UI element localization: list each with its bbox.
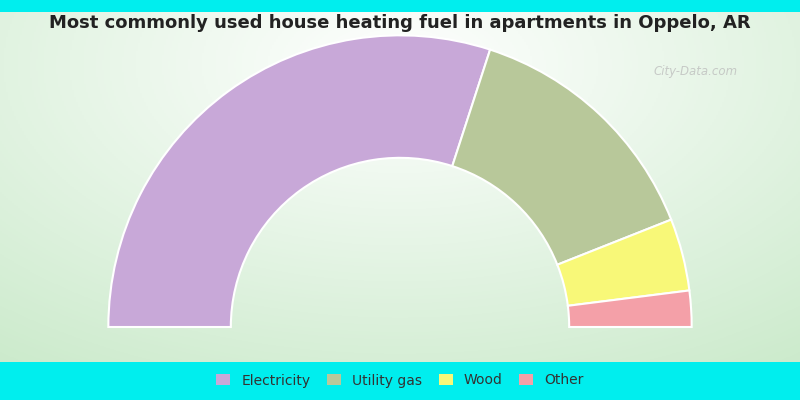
Wedge shape — [108, 35, 490, 327]
Text: City-Data.com: City-Data.com — [654, 66, 738, 78]
Wedge shape — [568, 290, 692, 327]
Wedge shape — [452, 50, 671, 265]
Text: Most commonly used house heating fuel in apartments in Oppelo, AR: Most commonly used house heating fuel in… — [49, 14, 751, 32]
Wedge shape — [558, 220, 690, 306]
Legend: Electricity, Utility gas, Wood, Other: Electricity, Utility gas, Wood, Other — [210, 368, 590, 393]
